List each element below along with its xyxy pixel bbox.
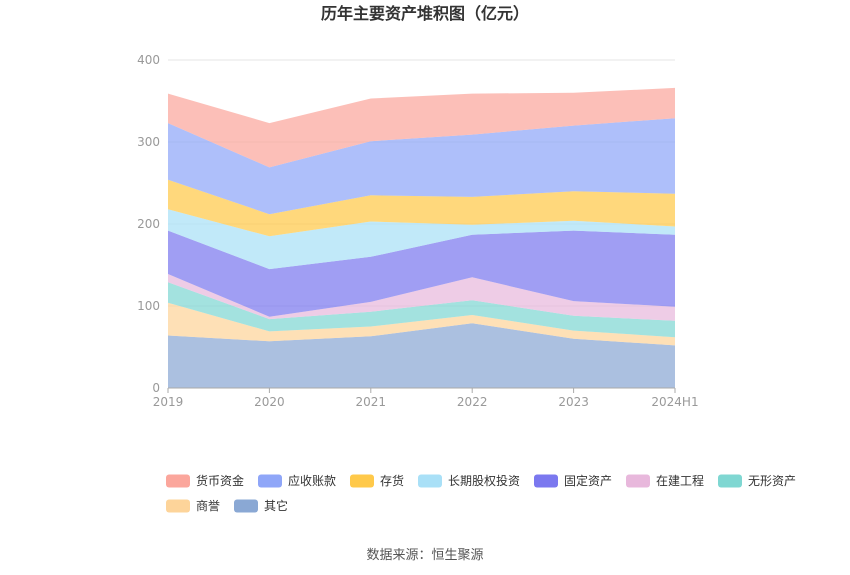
legend-item: 无形资产 (718, 474, 796, 488)
legend-label: 无形资产 (748, 474, 796, 488)
area-无形资产 (168, 282, 675, 338)
area-其它 (168, 323, 675, 388)
legend-item: 应收账款 (258, 473, 336, 488)
legend-label: 存货 (380, 473, 404, 488)
x-tick-label: 2022 (457, 395, 488, 409)
legend-swatch (234, 499, 258, 513)
data-source-label: 数据来源：恒生聚源 (366, 548, 483, 563)
x-tick-label: 2024H1 (651, 395, 698, 409)
legend-label: 应收账款 (288, 473, 336, 488)
y-tick-label: 0 (152, 381, 160, 395)
area-应收账款 (168, 118, 675, 215)
area-在建工程 (168, 274, 675, 321)
legend-label: 长期股权投资 (448, 473, 520, 488)
area-货币资金 (168, 87, 675, 168)
legend-item: 固定资产 (534, 473, 612, 488)
chart-title: 历年主要资产堆积图（亿元） (321, 4, 529, 23)
legend-swatch (418, 474, 442, 488)
legend-item: 货币资金 (166, 473, 244, 488)
legend-label: 商誉 (196, 498, 220, 513)
legend-swatch (166, 499, 190, 513)
legend-item: 在建工程 (626, 473, 704, 488)
legend-swatch (626, 474, 650, 488)
legend-swatch (350, 474, 374, 488)
x-tick-label: 2020 (254, 395, 285, 409)
area-存货 (168, 179, 675, 237)
y-tick-label: 400 (137, 53, 160, 67)
y-tick-label: 300 (137, 135, 160, 149)
legend-swatch (718, 474, 742, 488)
legend-item: 商誉 (166, 498, 220, 513)
legend-label: 其它 (264, 498, 288, 513)
legend-swatch (166, 474, 190, 488)
legend-item: 长期股权投资 (418, 473, 520, 488)
x-tick-label: 2023 (558, 395, 589, 409)
legend-item: 其它 (234, 498, 288, 513)
legend-item: 存货 (350, 473, 404, 488)
legend-swatch (258, 474, 282, 488)
legend-label: 固定资产 (564, 473, 612, 488)
legend-label: 在建工程 (656, 473, 704, 488)
x-tick-label: 2021 (356, 395, 387, 409)
area-series (168, 87, 675, 388)
area-商誉 (168, 302, 675, 346)
legend-label: 货币资金 (196, 473, 244, 488)
area-长期股权投资 (168, 209, 675, 270)
axes: 0 100 200 300 400 2019 2020 2021 2022 2023 2024H1 (137, 53, 699, 409)
area-固定资产 (168, 230, 675, 317)
y-tick-label: 100 (137, 299, 160, 313)
legend-swatch (534, 474, 558, 488)
y-tick-label: 200 (137, 217, 160, 231)
x-tick-label: 2019 (153, 395, 184, 409)
